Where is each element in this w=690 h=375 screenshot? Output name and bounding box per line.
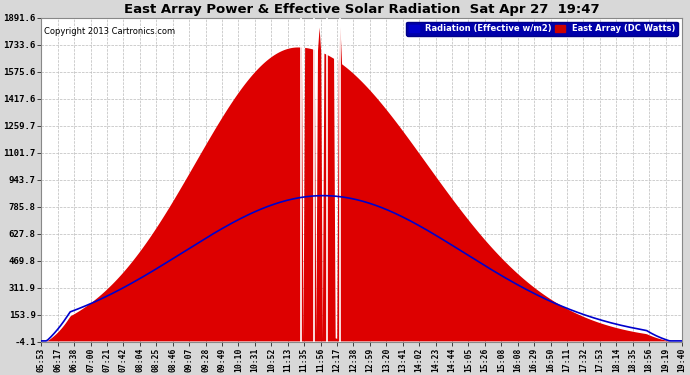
Title: East Array Power & Effective Solar Radiation  Sat Apr 27  19:47: East Array Power & Effective Solar Radia… — [124, 3, 600, 16]
Text: Copyright 2013 Cartronics.com: Copyright 2013 Cartronics.com — [44, 27, 176, 36]
Legend: Radiation (Effective w/m2), East Array (DC Watts): Radiation (Effective w/m2), East Array (… — [406, 22, 678, 36]
